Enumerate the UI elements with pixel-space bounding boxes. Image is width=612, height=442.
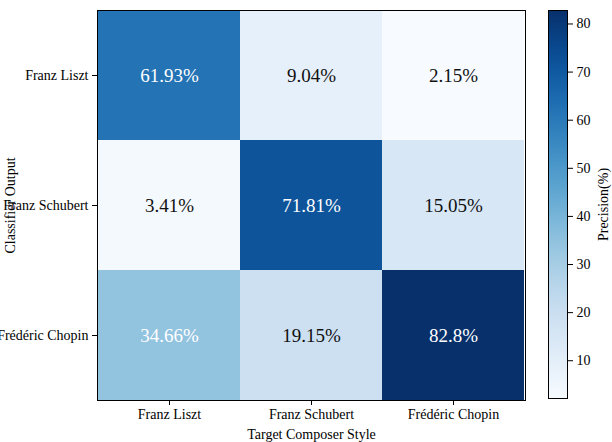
svg-text:34.66%: 34.66%	[140, 325, 199, 346]
svg-text:70: 70	[577, 65, 591, 80]
svg-text:20: 20	[577, 305, 591, 320]
svg-text:10: 10	[577, 353, 591, 368]
svg-text:Franz Schubert: Franz Schubert	[269, 407, 354, 422]
svg-text:60: 60	[577, 113, 591, 128]
svg-text:40: 40	[577, 209, 591, 224]
svg-text:Frédéric Chopin: Frédéric Chopin	[408, 407, 499, 422]
svg-text:Classifier Output: Classifier Output	[3, 157, 18, 253]
svg-text:19.15%: 19.15%	[282, 325, 341, 346]
svg-text:61.93%: 61.93%	[140, 65, 199, 86]
svg-text:9.04%: 9.04%	[287, 65, 336, 86]
svg-text:Franz Liszt: Franz Liszt	[138, 407, 201, 422]
svg-text:Target Composer Style: Target Composer Style	[247, 427, 376, 442]
svg-text:82.8%: 82.8%	[429, 325, 478, 346]
svg-text:30: 30	[577, 257, 591, 272]
svg-text:50: 50	[577, 161, 591, 176]
svg-text:15.05%: 15.05%	[424, 195, 483, 216]
svg-text:3.41%: 3.41%	[145, 195, 194, 216]
svg-text:Precision(%): Precision(%)	[596, 168, 612, 241]
svg-text:71.81%: 71.81%	[282, 195, 341, 216]
svg-text:80: 80	[577, 16, 591, 31]
svg-text:Franz Liszt: Franz Liszt	[25, 68, 88, 83]
svg-text:2.15%: 2.15%	[429, 65, 478, 86]
svg-text:Frédéric Chopin: Frédéric Chopin	[0, 328, 89, 343]
svg-text:Franz Schubert: Franz Schubert	[3, 198, 89, 213]
